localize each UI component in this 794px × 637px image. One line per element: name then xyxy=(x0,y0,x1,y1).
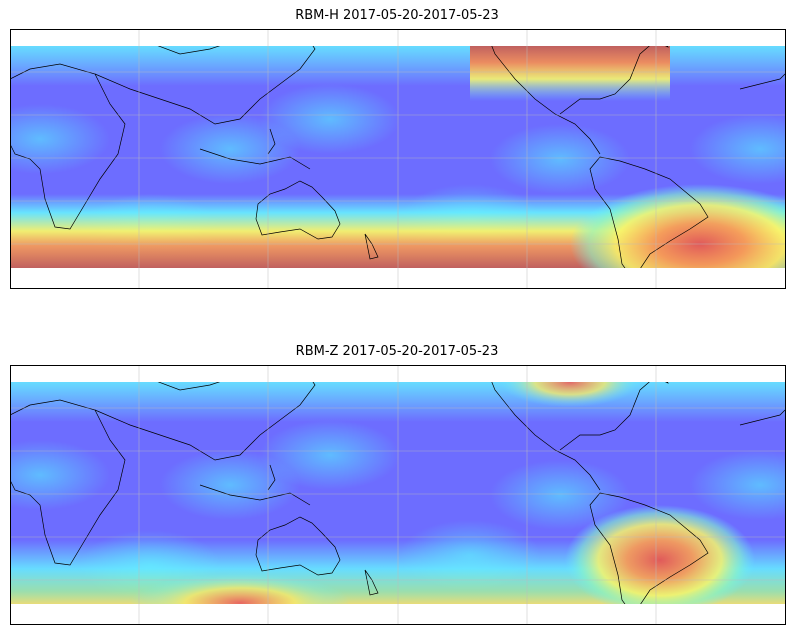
coastline xyxy=(589,492,709,604)
coastline xyxy=(157,46,221,55)
field-north xyxy=(470,46,670,101)
field-patch xyxy=(10,104,110,174)
coastline xyxy=(364,569,379,596)
coastline xyxy=(10,399,126,566)
coastline xyxy=(199,484,311,506)
coastline xyxy=(739,73,785,90)
field-warm xyxy=(130,573,350,604)
coastline xyxy=(559,382,669,451)
field-patch xyxy=(690,114,785,184)
field-patch xyxy=(490,460,630,530)
field-north xyxy=(500,382,640,407)
coastline xyxy=(491,382,601,491)
heatmap xyxy=(10,382,785,604)
field-top xyxy=(10,382,785,422)
map-frame xyxy=(10,29,786,289)
field-patch xyxy=(490,124,630,194)
field-patch xyxy=(260,84,400,154)
coastline xyxy=(364,233,379,260)
field-patch xyxy=(690,450,785,520)
field-patch xyxy=(10,440,110,510)
map-panel: RBM-H 2017-05-20-2017-05-23 xyxy=(10,8,786,289)
coastline xyxy=(94,382,316,461)
coastline xyxy=(10,63,126,230)
panel-title: RBM-Z 2017-05-20-2017-05-23 xyxy=(296,344,499,359)
coastline xyxy=(267,464,276,491)
field-hot xyxy=(565,505,755,604)
map-panel: RBM-Z 2017-05-20-2017-05-23 xyxy=(10,344,786,625)
coastline xyxy=(199,148,311,170)
coastline xyxy=(157,382,221,391)
coastline xyxy=(739,409,785,426)
field-patch xyxy=(260,420,400,490)
map-frame xyxy=(10,365,786,625)
coastline xyxy=(267,128,276,155)
coastline xyxy=(589,156,709,268)
field-hot xyxy=(570,184,785,268)
coastline xyxy=(559,46,669,115)
coastline xyxy=(491,46,601,155)
panel-title: RBM-H 2017-05-20-2017-05-23 xyxy=(295,8,499,23)
coastline xyxy=(94,46,316,125)
